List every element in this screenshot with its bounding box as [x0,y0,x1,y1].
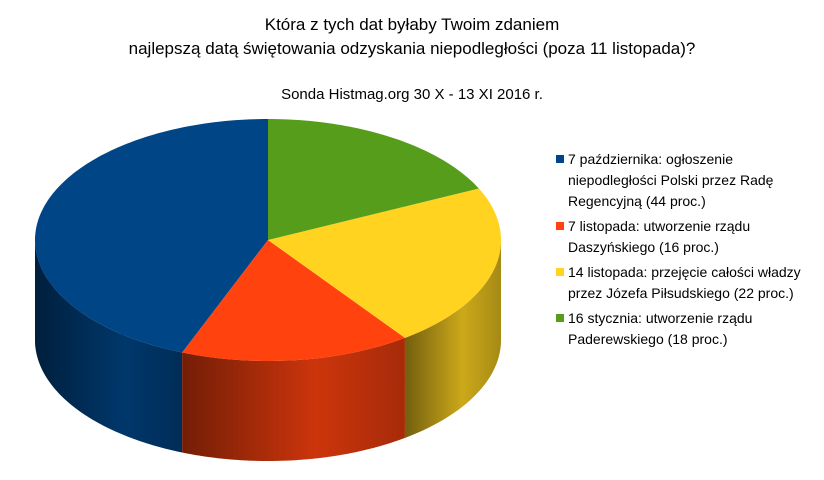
slice-side-shade [35,240,183,453]
legend-label: 7 października: ogłoszenie niepodległości… [568,151,774,209]
chart-title: Która z tych dat byłaby Twoim zdaniem [265,15,560,34]
slice [268,119,479,240]
legend-swatch [556,314,564,322]
slice-side-shade [182,337,405,461]
chart-title: najlepszą datą świętowania odzyskania ni… [129,39,696,58]
legend-label: 16 stycznia: utworzenie rządu Paderewskie… [568,310,752,347]
legend-swatch [556,222,564,230]
legend-label: 14 listopada: przejęcie całości władzy pr… [568,264,801,301]
legend-swatch [556,268,564,276]
slice [182,240,405,361]
slice [268,188,501,338]
legend-swatch [556,155,564,163]
pie [35,119,501,461]
chart-subtitle: Sonda Histmag.org 30 X - 13 XI 2016 r. [281,86,543,103]
legend-label: 7 listopada: utworzenie rządu Daszyńskieg… [568,218,750,255]
slice [35,119,268,353]
legend: 7 października: ogłoszenie niepodległości… [556,151,801,347]
slice-side-shade [404,240,501,438]
